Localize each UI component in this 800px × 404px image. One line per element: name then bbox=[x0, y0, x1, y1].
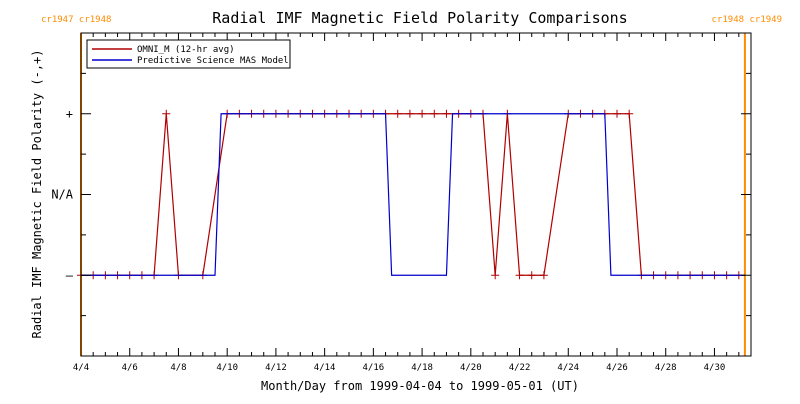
data-point bbox=[418, 109, 427, 118]
data-point bbox=[625, 109, 634, 118]
series-line-0 bbox=[81, 113, 739, 276]
x-tick-label: 4/20 bbox=[460, 363, 482, 373]
data-point bbox=[442, 109, 451, 118]
x-tick-label: 4/18 bbox=[411, 363, 433, 373]
x-tick-label: 4/30 bbox=[704, 363, 726, 373]
data-point bbox=[539, 271, 548, 280]
legend-box bbox=[86, 39, 291, 69]
y-tick-label: N/A bbox=[51, 188, 73, 202]
x-tick-label: 4/10 bbox=[216, 363, 238, 373]
rotation-label-cr1948: cr1948 cr1949 bbox=[712, 15, 782, 25]
y-axis-label: Radial IMF Magnetic Field Polarity (-,+) bbox=[30, 50, 44, 339]
x-tick-label: 4/4 bbox=[73, 363, 89, 373]
data-point bbox=[393, 109, 402, 118]
y-tick-label: + bbox=[66, 107, 73, 121]
x-tick-label: 4/16 bbox=[363, 363, 385, 373]
data-point bbox=[515, 271, 524, 280]
x-tick-label: 4/6 bbox=[122, 363, 138, 373]
x-tick-label: 4/28 bbox=[655, 363, 677, 373]
x-tick-label: 4/12 bbox=[265, 363, 287, 373]
x-tick-label: 4/8 bbox=[170, 363, 186, 373]
x-tick-label: 4/22 bbox=[509, 363, 531, 373]
series-line-1 bbox=[81, 113, 745, 276]
data-point bbox=[613, 109, 621, 118]
chart-title: Radial IMF Magnetic Field Polarity Compa… bbox=[212, 9, 627, 27]
data-point bbox=[491, 271, 500, 280]
x-tick-label: 4/26 bbox=[606, 363, 628, 373]
y-tick-label: – bbox=[66, 268, 74, 282]
data-point bbox=[430, 109, 439, 118]
plot-frame bbox=[80, 32, 752, 357]
x-axis-label: Month/Day from 1999-04-04 to 1999-05-01 … bbox=[261, 379, 579, 393]
data-point bbox=[405, 109, 414, 118]
x-tick-label: 4/24 bbox=[557, 363, 579, 373]
data-point bbox=[162, 109, 171, 118]
data-point bbox=[527, 271, 536, 280]
x-tick-label: 4/14 bbox=[314, 363, 336, 373]
rotation-label-cr1947: cr1947 cr1948 bbox=[41, 15, 111, 25]
legend-label-1: Predictive Science MAS Model bbox=[137, 56, 289, 66]
legend-label-0: OMNI_M (12-hr avg) bbox=[137, 45, 235, 55]
